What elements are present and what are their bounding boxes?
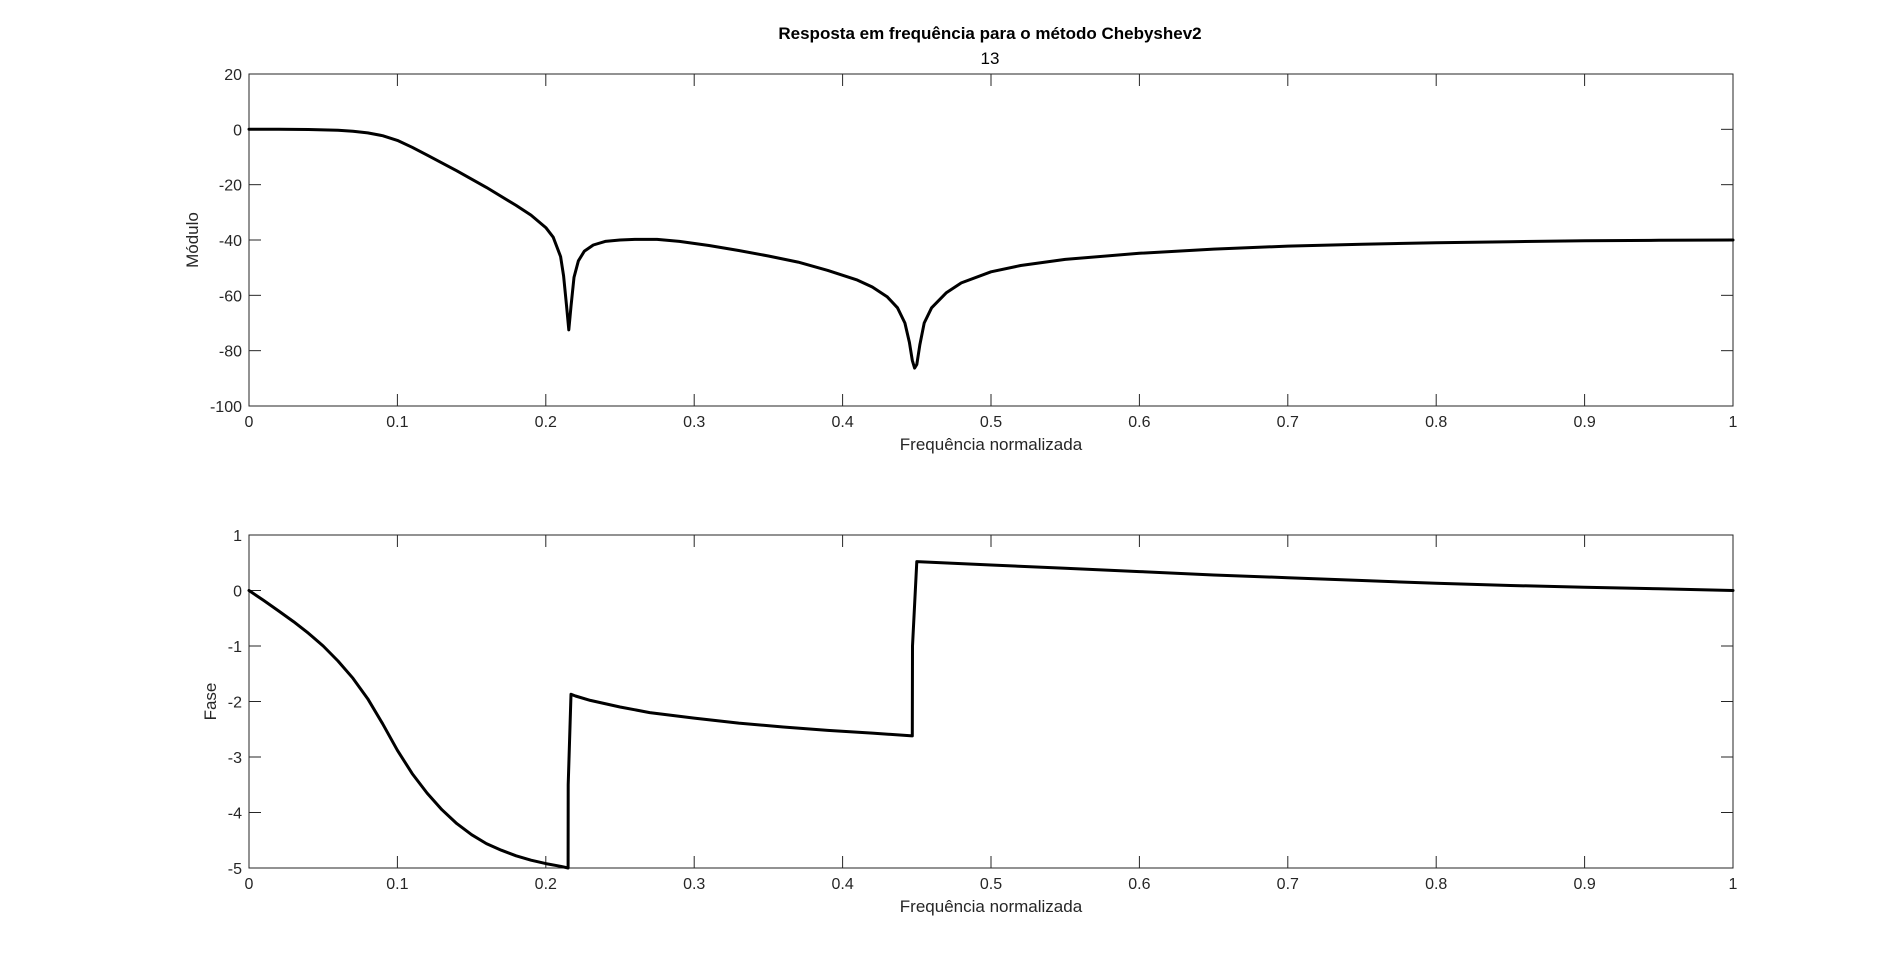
magnitude-y-tick-label: -60 [219, 288, 242, 305]
phase-y-tick-label: 0 [233, 584, 242, 601]
magnitude-x-tick-label: 0.1 [386, 414, 408, 431]
phase-x-tick-label: 0 [245, 876, 254, 893]
magnitude-y-tick-label: -100 [210, 399, 242, 416]
magnitude-axes-box [248, 73, 1734, 407]
magnitude-x-tick-label: 0.8 [1425, 414, 1447, 431]
phase-x-tick-label: 0.8 [1425, 876, 1447, 893]
magnitude-x-tick-label: 1 [1729, 414, 1738, 431]
phase-x-tick-label: 0.2 [535, 876, 557, 893]
magnitude-y-tick-label: 20 [224, 67, 242, 84]
magnitude-x-tick-label: 0.6 [1128, 414, 1150, 431]
phase-y-tick-label: 1 [233, 528, 242, 545]
magnitude-y-axis-label: Módulo [183, 212, 202, 268]
magnitude-plot: 0 0.1 0.2 0.3 0.4 0.5 0.6 0.7 0.8 0.9 1 -100 -80 -60 -… [183, 67, 1738, 454]
phase-x-tick-label: 0.6 [1128, 876, 1150, 893]
phase-x-tick-label: 1 [1729, 876, 1738, 893]
phase-x-axis-label: Frequência normalizada [900, 897, 1083, 916]
phase-x-tick-label: 0.7 [1277, 876, 1299, 893]
phase-x-tick-label: 0.1 [386, 876, 408, 893]
magnitude-y-tick-label: 0 [233, 122, 242, 139]
magnitude-x-tick-label: 0.3 [683, 414, 705, 431]
phase-y-axis-label: Fase [201, 683, 220, 721]
phase-y-tick-label: -2 [228, 695, 242, 712]
phase-series-line [247, 560, 1735, 870]
magnitude-x-tick-label: 0 [245, 414, 254, 431]
magnitude-y-tick-label: -80 [219, 344, 242, 361]
figure-title: Resposta em frequência para o método Che… [778, 24, 1201, 43]
figure-subtitle: 13 [981, 49, 1000, 68]
magnitude-x-tick-label: 0.9 [1573, 414, 1595, 431]
magnitude-x-tick-label: 0.4 [831, 414, 853, 431]
phase-x-tick-label: 0.3 [683, 876, 705, 893]
phase-x-tick-label: 0.9 [1573, 876, 1595, 893]
phase-y-tick-label: -1 [228, 639, 242, 656]
magnitude-x-axis-label: Frequência normalizada [900, 435, 1083, 454]
phase-y-tick-label: -5 [228, 861, 242, 878]
phase-y-tick-label: -3 [228, 750, 242, 767]
phase-axes-box [248, 534, 1734, 869]
magnitude-y-tick-label: -40 [219, 233, 242, 250]
phase-plot: 0 0.1 0.2 0.3 0.4 0.5 0.6 0.7 0.8 0.9 1 -5 -4 -3 -2 -1 0… [201, 528, 1738, 916]
phase-y-tick-label: -4 [228, 806, 242, 823]
magnitude-x-tick-label: 0.5 [980, 414, 1002, 431]
magnitude-series-line [247, 127, 1735, 370]
magnitude-x-tick-label: 0.7 [1277, 414, 1299, 431]
magnitude-y-tick-label: -20 [219, 178, 242, 195]
phase-x-tick-label: 0.5 [980, 876, 1002, 893]
phase-x-tick-label: 0.4 [831, 876, 853, 893]
magnitude-x-tick-label: 0.2 [535, 414, 557, 431]
